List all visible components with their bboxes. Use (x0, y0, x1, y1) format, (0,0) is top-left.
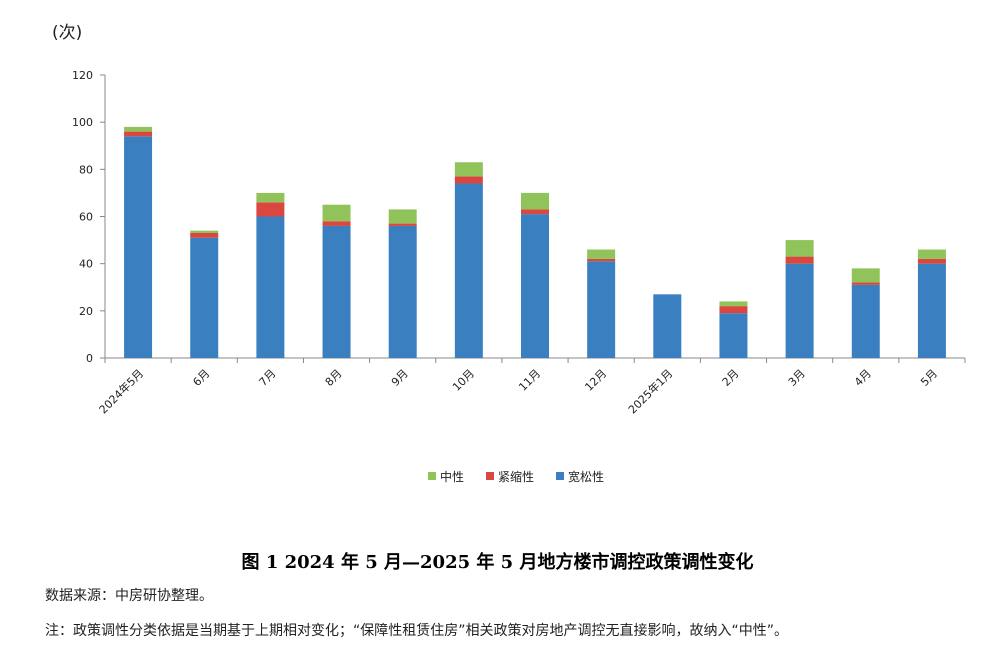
legend: 中性 紧缩性 宽松性 (428, 469, 604, 484)
bar-segment (587, 249, 616, 259)
x-tick-label: 10月 (450, 367, 477, 394)
bar-segment (322, 204, 351, 222)
x-tick-label: 2024年5月 (96, 366, 146, 416)
x-tick-label: 7月 (257, 367, 279, 389)
bar-segment (388, 225, 417, 358)
bar-segment (851, 282, 880, 285)
bar-segment (587, 261, 616, 358)
bar-segment (388, 223, 417, 226)
bar-segment (719, 306, 748, 314)
x-tick-label: 12月 (582, 367, 609, 394)
y-tick-label: 80 (79, 163, 93, 176)
bar-segment (785, 240, 814, 257)
legend-label: 中性 (440, 469, 464, 484)
bar-segment (719, 301, 748, 307)
figure-caption: 图 1 2024 年 5 月—2025 年 5 月地方楼市调控政策调性变化 (241, 552, 754, 573)
x-tick-label: 2月 (720, 367, 742, 389)
x-tick-label: 6月 (190, 367, 212, 389)
legend-swatch (486, 472, 494, 480)
stacked-bar-chart: 0 20 40 60 80 100 120 2024年5月 6月 7月 8月 9月 10月 11月 12月… (72, 69, 966, 484)
bar-segment (256, 202, 285, 217)
bar-segment (322, 221, 351, 226)
y-tick-label: 60 (79, 211, 93, 224)
bar-segment (454, 162, 483, 177)
x-tick-label: 5月 (918, 367, 940, 389)
bar-segment (521, 209, 549, 215)
y-tick-label: 100 (72, 116, 93, 129)
bar-segment (785, 263, 814, 358)
bar-segment (388, 209, 417, 224)
x-tick-label: 8月 (323, 367, 345, 389)
bar-segment (917, 263, 946, 358)
bar-segment (124, 126, 153, 132)
bar-segment (851, 284, 880, 358)
legend-swatch (556, 472, 564, 480)
bar-segment (454, 176, 483, 184)
y-tick-label: 40 (79, 258, 93, 271)
y-tick-label: 0 (86, 352, 93, 365)
bar-segment (190, 233, 219, 238)
x-tick-label: 2025年1月 (625, 366, 675, 416)
bar-segment (785, 256, 814, 264)
bar-segment (587, 258, 616, 262)
bar-segment (917, 249, 946, 259)
bar-segment (917, 258, 946, 264)
y-tick-label: 120 (72, 69, 93, 82)
bar-segment (653, 294, 682, 358)
bar-segment (851, 268, 880, 283)
bar-segment (124, 136, 153, 358)
bar-segment (256, 216, 285, 358)
figure-note: 注：政策调性分类依据是当期基于上期相对变化；“保障性租赁住房”相关政策对房地产调… (45, 623, 789, 639)
x-tick-label: 11月 (516, 367, 543, 394)
legend-label: 宽松性 (568, 469, 604, 484)
bar-segment (719, 313, 748, 358)
y-tick-label: 20 (79, 305, 93, 318)
x-tick-label: 4月 (852, 367, 874, 389)
legend-swatch (428, 472, 436, 480)
bar-segment (256, 192, 285, 203)
bar-segment (521, 192, 549, 210)
bars (124, 126, 946, 358)
y-axis-unit: (次) (52, 23, 83, 43)
x-tick-label: 3月 (786, 367, 808, 389)
bar-segment (322, 225, 351, 358)
x-tick-label: 9月 (389, 367, 411, 389)
data-source: 数据来源：中房研协整理。 (45, 588, 213, 604)
bar-segment (124, 131, 153, 137)
legend-label: 紧缩性 (498, 469, 534, 484)
bar-segment (190, 230, 219, 234)
x-tick-labels: 2024年5月 6月 7月 8月 9月 10月 11月 12月 2025年1月 2月 3月 4月 5月 (96, 366, 940, 416)
bar-segment (454, 183, 483, 358)
bar-segment (521, 214, 549, 358)
bar-segment (190, 237, 219, 358)
